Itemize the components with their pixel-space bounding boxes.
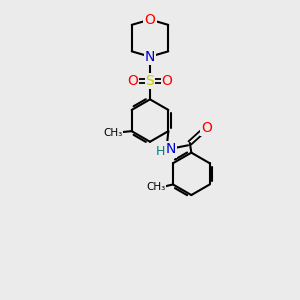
Text: CH₃: CH₃ bbox=[146, 182, 166, 192]
Text: O: O bbox=[128, 74, 138, 88]
Text: O: O bbox=[162, 74, 172, 88]
Text: N: N bbox=[166, 142, 176, 156]
Text: N: N bbox=[145, 50, 155, 64]
Text: S: S bbox=[146, 74, 154, 88]
Text: H: H bbox=[156, 145, 165, 158]
Text: CH₃: CH₃ bbox=[103, 128, 122, 138]
Text: O: O bbox=[145, 13, 155, 27]
Text: O: O bbox=[201, 121, 212, 135]
